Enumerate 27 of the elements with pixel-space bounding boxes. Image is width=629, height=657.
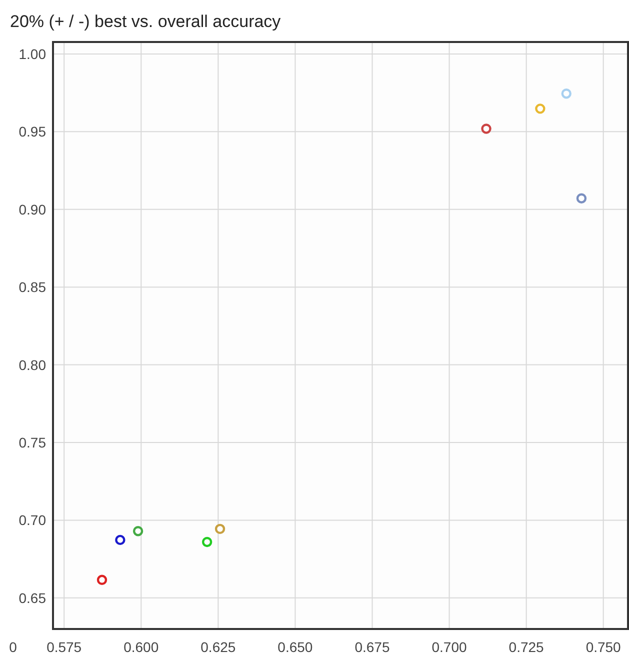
- x-tick-label: 0.575: [46, 639, 82, 655]
- text: 0: [9, 639, 18, 655]
- x-tick-label: 0.725: [508, 639, 544, 655]
- point: [481, 124, 492, 134]
- y-tick-label: 0.75: [18, 434, 46, 451]
- y-tick-label: 0.90: [18, 201, 46, 218]
- point: [115, 534, 126, 546]
- x-tick-label: 0.625: [200, 639, 236, 655]
- y-tick-label: 0.85: [18, 279, 46, 296]
- chart-title: 20% (+ / -) best vs. overall accuracy: [10, 12, 282, 31]
- point: [96, 574, 108, 585]
- x-tick-label: 0.675: [354, 639, 390, 655]
- y-tick-label: 0.95: [18, 124, 46, 140]
- y-tick-label: 0.65: [18, 590, 46, 606]
- x-tick-label: 0.750: [586, 639, 622, 655]
- point: [561, 88, 572, 99]
- point: [214, 524, 226, 534]
- y-tick-label: 0.80: [18, 356, 46, 373]
- y-tick-label: 1.00: [18, 46, 46, 62]
- point: [132, 526, 144, 536]
- point: [535, 104, 546, 114]
- x-tick-label: 0.650: [278, 639, 313, 655]
- x-tick-label: 0.700: [432, 639, 467, 655]
- x-tick-label: 0.600: [124, 639, 159, 655]
- y-tick-label: 0.70: [18, 512, 46, 528]
- point: [202, 536, 212, 548]
- point: [576, 193, 587, 204]
